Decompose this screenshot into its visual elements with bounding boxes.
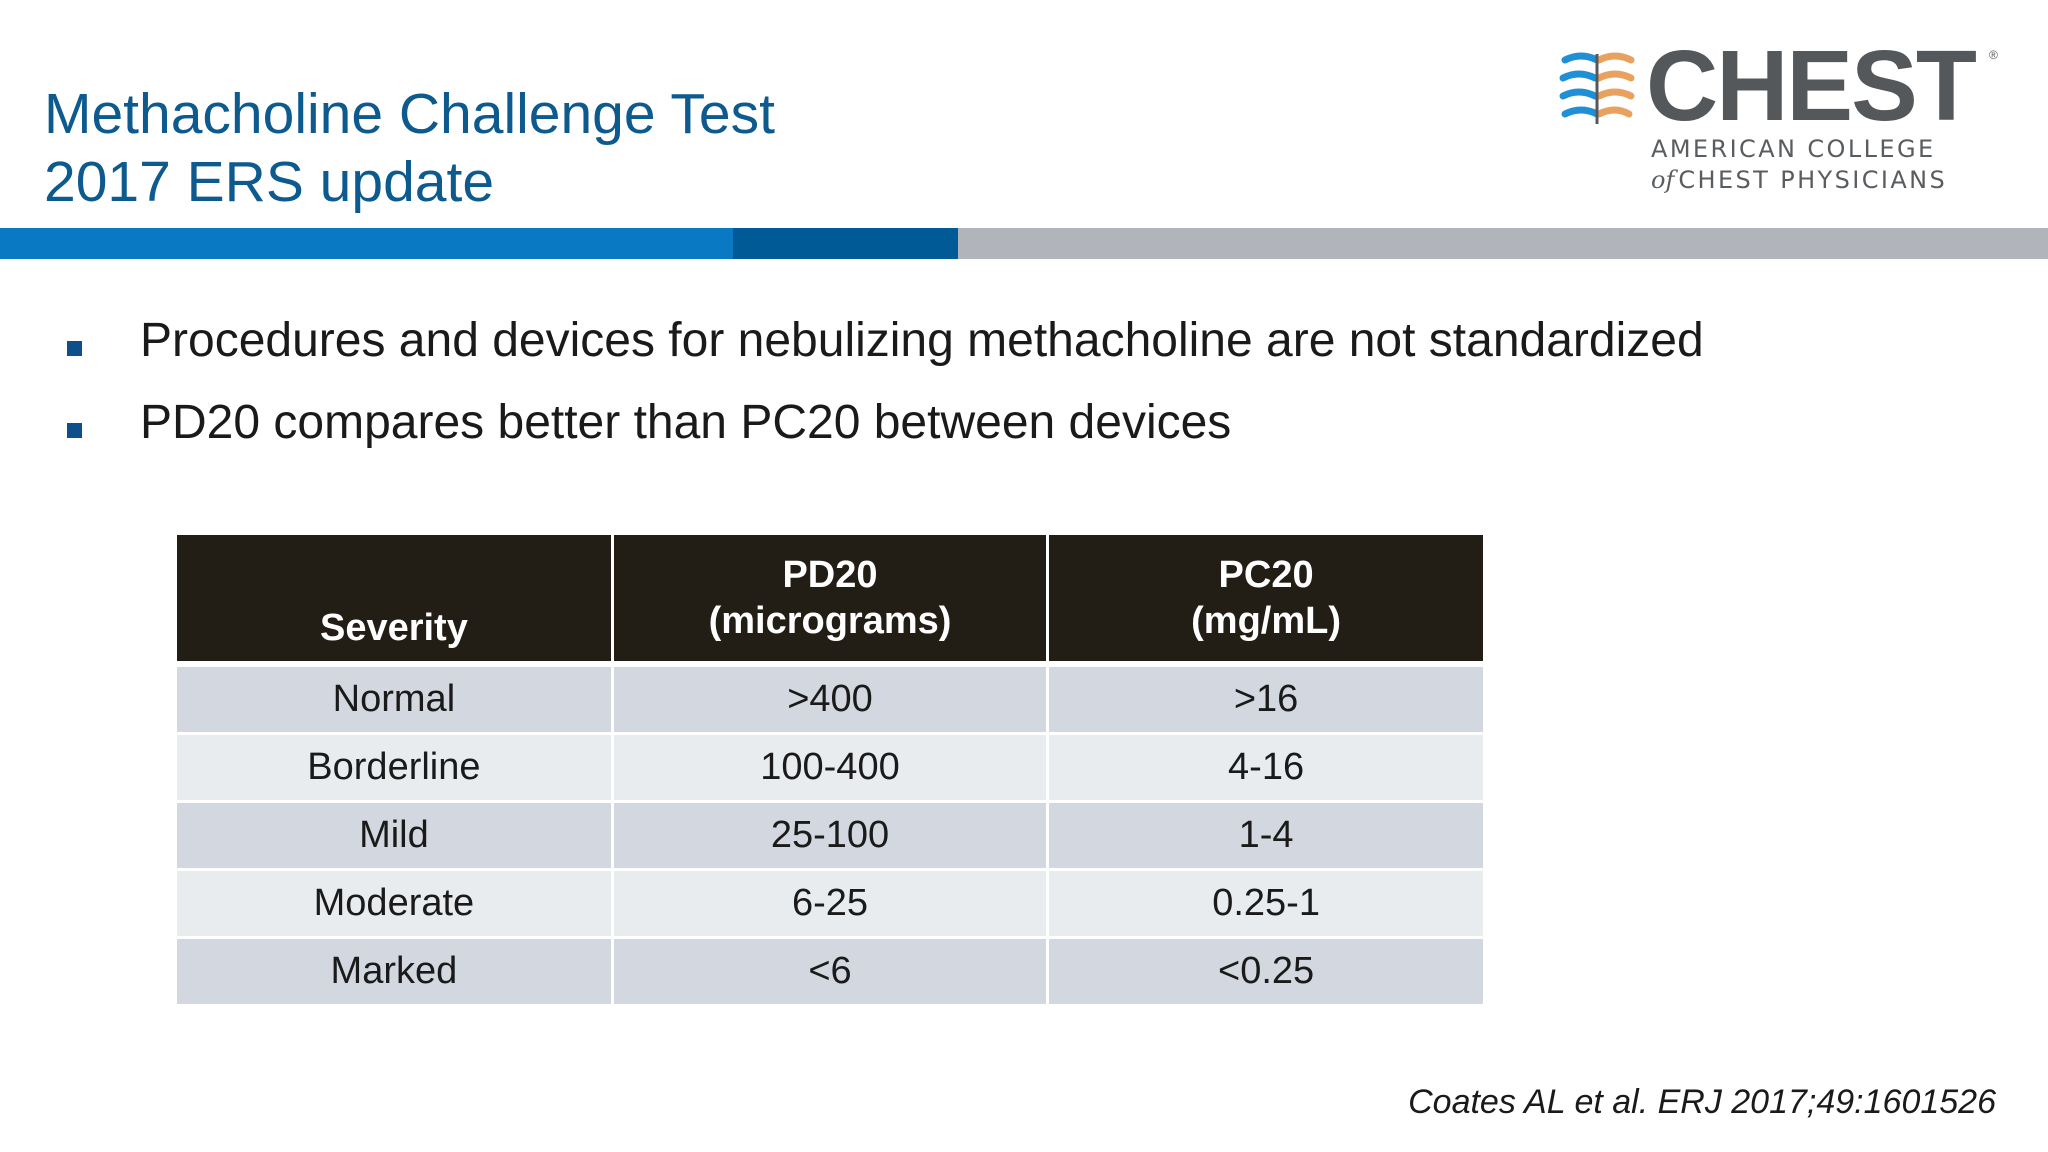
bullet-square-icon [67,341,82,356]
cell-pd20: 6-25 [612,869,1050,939]
header-band-segment-1 [0,228,733,259]
title-line-2: 2017 ERS update [44,150,495,214]
cell-pc20: <0.25 [1047,937,1483,1007]
logo-subtitle-of: of [1651,166,1675,194]
title-line-1: Methacholine Challenge Test [44,82,775,146]
cell-pd20: 25-100 [612,801,1050,871]
cell-pc20: 1-4 [1047,801,1483,871]
header-band [0,228,2048,259]
logo-subtitle-line-2: of CHEST PHYSICIANS [1651,166,1947,194]
cell-severity: Mild [177,801,614,871]
header-pc20-name: PC20 [1218,554,1314,596]
cell-pc20: 4-16 [1047,733,1483,803]
header-severity: Severity [177,535,614,667]
chest-logo-mark-icon [1559,52,1635,124]
bullet-square-icon [67,423,82,438]
bullet-text: PD20 compares better than PC20 between d… [140,396,1232,449]
severity-table: Severity PD20 (micrograms) PC20 (mg/mL) … [177,535,1483,1007]
table-row: Moderate 6-25 0.25-1 [177,869,1483,939]
logo-subtitle-line-1: AMERICAN COLLEGE [1651,135,1936,163]
chest-logo: CHEST ® AMERICAN COLLEGE of CHEST PHYSICI… [1555,36,1998,202]
header-pd20-unit: (micrograms) [708,600,952,642]
table-row: Mild 25-100 1-4 [177,801,1483,871]
cell-pd20: 100-400 [612,733,1050,803]
registered-mark: ® [1989,48,1998,62]
table-row: Normal >400 >16 [177,664,1483,735]
slide-title: Methacholine Challenge Test 2017 ERS upd… [44,80,775,216]
cell-severity: Borderline [177,733,614,803]
cell-severity: Moderate [177,869,614,939]
cell-pc20: 0.25-1 [1047,869,1483,939]
logo-subtitle-name: CHEST PHYSICIANS [1678,166,1948,194]
cell-severity: Marked [177,937,614,1007]
table-row: Borderline 100-400 4-16 [177,733,1483,803]
header-pc20: PC20 (mg/mL) [1047,535,1483,667]
citation: Coates AL et al. ERJ 2017;49:1601526 [1408,1083,1996,1121]
table-row: Marked <6 <0.25 [177,937,1483,1007]
chest-wordmark: CHEST [1646,30,1977,142]
header-band-segment-3 [958,228,2048,259]
cell-severity: Normal [177,664,614,735]
header-pd20-name: PD20 [782,554,878,596]
cell-pd20: <6 [612,937,1050,1007]
header-pd20: PD20 (micrograms) [612,535,1050,667]
cell-pd20: >400 [612,664,1050,735]
header-band-segment-2 [733,228,958,259]
table-header-row: Severity PD20 (micrograms) PC20 (mg/mL) [177,535,1483,667]
bullet-text: Procedures and devices for nebulizing me… [140,314,1704,367]
header-pc20-unit: (mg/mL) [1191,600,1342,642]
cell-pc20: >16 [1047,664,1483,735]
